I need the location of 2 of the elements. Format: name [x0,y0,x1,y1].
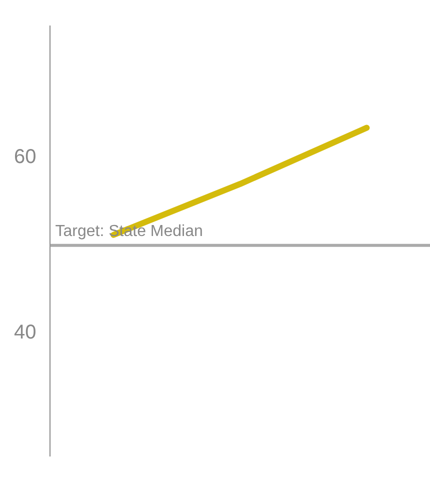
y-tick-label: 60 [14,146,36,168]
y-tick-label: 40 [14,322,36,344]
